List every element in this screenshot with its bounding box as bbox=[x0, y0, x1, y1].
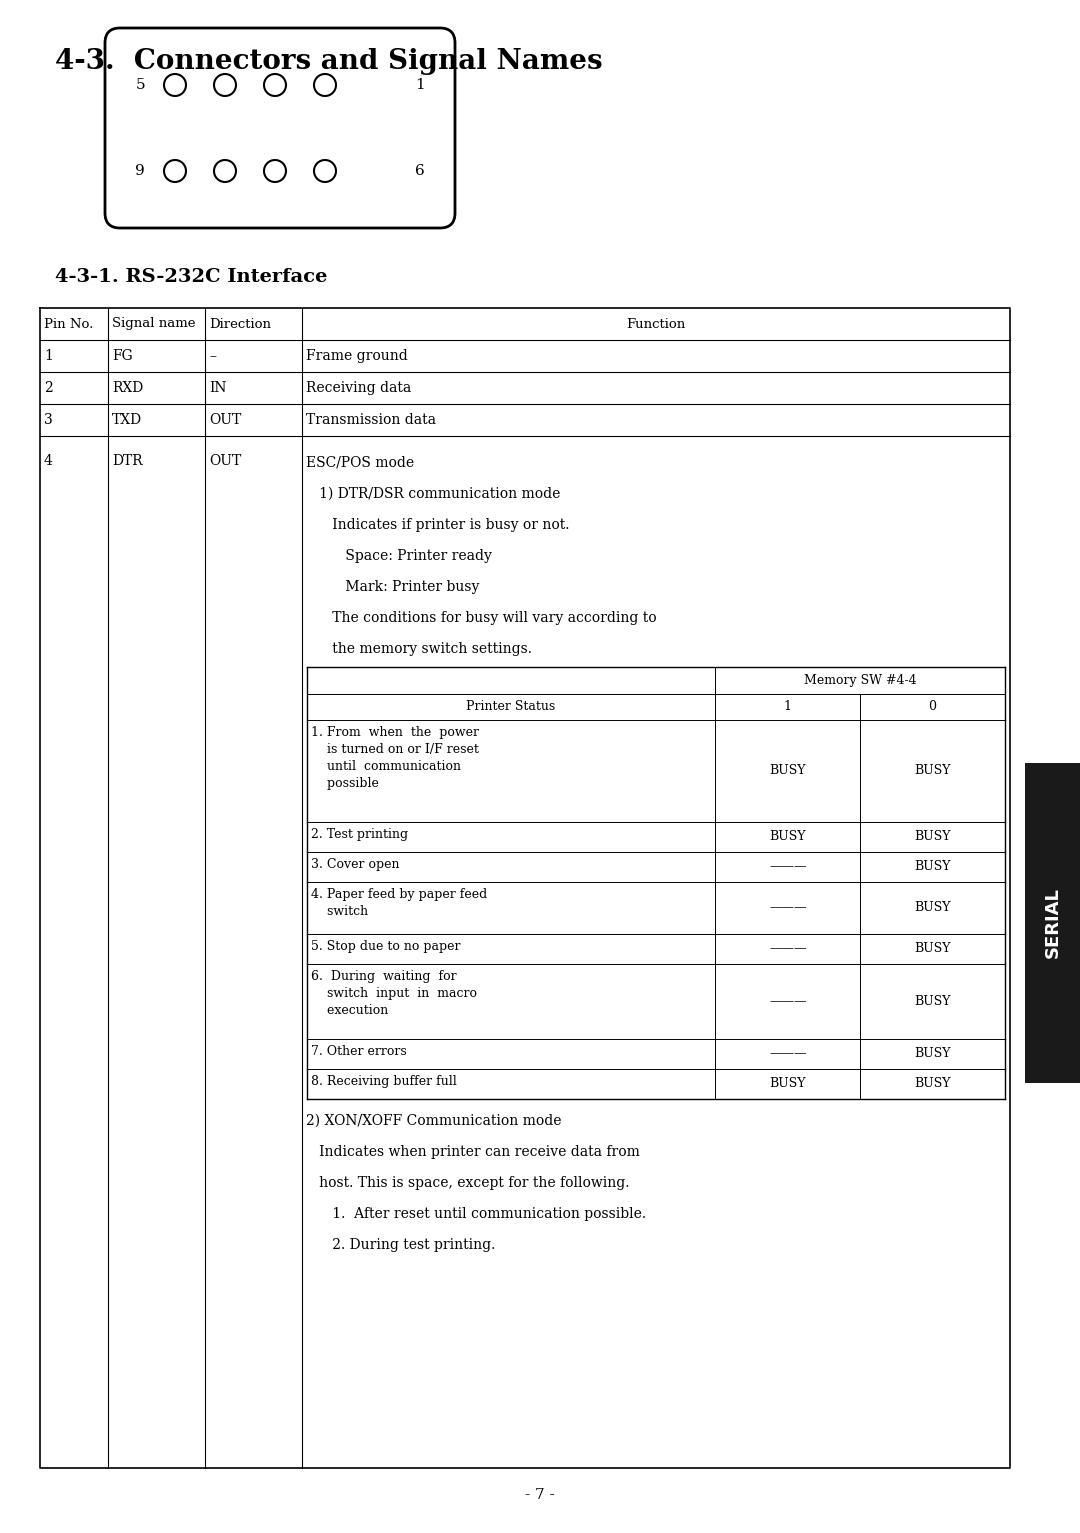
Text: BUSY: BUSY bbox=[769, 1078, 806, 1090]
Text: 4: 4 bbox=[44, 454, 53, 468]
Text: host. This is space, except for the following.: host. This is space, except for the foll… bbox=[306, 1176, 630, 1190]
Text: Function: Function bbox=[626, 317, 686, 331]
Text: SERIAL: SERIAL bbox=[1043, 888, 1062, 958]
Text: The conditions for busy will vary according to: The conditions for busy will vary accord… bbox=[306, 612, 657, 625]
Circle shape bbox=[164, 74, 186, 97]
Text: Printer Status: Printer Status bbox=[467, 701, 556, 713]
FancyBboxPatch shape bbox=[105, 28, 455, 228]
Text: 6.  During  waiting  for
    switch  input  in  macro
    execution: 6. During waiting for switch input in ma… bbox=[311, 970, 477, 1016]
Text: the memory switch settings.: the memory switch settings. bbox=[306, 642, 532, 656]
Circle shape bbox=[214, 159, 237, 182]
Circle shape bbox=[214, 74, 237, 97]
Circle shape bbox=[264, 74, 286, 97]
Text: BUSY: BUSY bbox=[915, 831, 950, 843]
Circle shape bbox=[164, 159, 186, 182]
Text: 2: 2 bbox=[44, 382, 53, 396]
Text: 3. Cover open: 3. Cover open bbox=[311, 858, 400, 871]
Text: 6: 6 bbox=[415, 164, 424, 178]
Text: 2) XON/XOFF Communication mode: 2) XON/XOFF Communication mode bbox=[306, 1114, 562, 1128]
Text: 4-3.  Connectors and Signal Names: 4-3. Connectors and Signal Names bbox=[55, 48, 603, 75]
Text: 3: 3 bbox=[44, 412, 53, 428]
Text: BUSY: BUSY bbox=[769, 831, 806, 843]
Text: - 7 -: - 7 - bbox=[525, 1489, 555, 1502]
Text: 1: 1 bbox=[784, 701, 792, 713]
Text: ———: ——— bbox=[769, 995, 807, 1007]
Text: ESC/POS mode: ESC/POS mode bbox=[306, 455, 414, 471]
Text: 2. During test printing.: 2. During test printing. bbox=[306, 1237, 496, 1252]
Text: 4-3-1. RS-232C Interface: 4-3-1. RS-232C Interface bbox=[55, 268, 327, 287]
Text: 1. From  when  the  power
    is turned on or I/F reset
    until  communication: 1. From when the power is turned on or I… bbox=[311, 725, 478, 789]
Text: 1) DTR/DSR communication mode: 1) DTR/DSR communication mode bbox=[306, 487, 561, 501]
Text: BUSY: BUSY bbox=[769, 765, 806, 777]
Text: BUSY: BUSY bbox=[915, 901, 950, 914]
Text: IN: IN bbox=[208, 382, 227, 396]
Text: FG: FG bbox=[112, 350, 133, 363]
Text: Pin No.: Pin No. bbox=[44, 317, 93, 331]
Text: Transmission data: Transmission data bbox=[306, 412, 436, 428]
Text: RXD: RXD bbox=[112, 382, 144, 396]
Text: ———: ——— bbox=[769, 901, 807, 914]
Text: OUT: OUT bbox=[208, 454, 241, 468]
Text: Space: Printer ready: Space: Printer ready bbox=[306, 549, 491, 563]
Text: DTR: DTR bbox=[112, 454, 143, 468]
Text: Frame ground: Frame ground bbox=[306, 350, 407, 363]
Text: 8. Receiving buffer full: 8. Receiving buffer full bbox=[311, 1075, 457, 1088]
Text: Indicates when printer can receive data from: Indicates when printer can receive data … bbox=[306, 1145, 639, 1159]
Text: BUSY: BUSY bbox=[915, 1078, 950, 1090]
Text: 1.  After reset until communication possible.: 1. After reset until communication possi… bbox=[306, 1206, 646, 1220]
FancyBboxPatch shape bbox=[1025, 763, 1080, 1082]
Text: TXD: TXD bbox=[112, 412, 143, 428]
Text: BUSY: BUSY bbox=[915, 765, 950, 777]
Text: 9: 9 bbox=[135, 164, 145, 178]
Text: Mark: Printer busy: Mark: Printer busy bbox=[306, 579, 480, 593]
Text: ———: ——— bbox=[769, 943, 807, 955]
Text: BUSY: BUSY bbox=[915, 860, 950, 874]
Circle shape bbox=[264, 159, 286, 182]
Text: 5. Stop due to no paper: 5. Stop due to no paper bbox=[311, 940, 460, 954]
Text: Memory SW #4-4: Memory SW #4-4 bbox=[804, 675, 917, 687]
Text: BUSY: BUSY bbox=[915, 1047, 950, 1061]
Text: Indicates if printer is busy or not.: Indicates if printer is busy or not. bbox=[306, 518, 569, 532]
Text: 7. Other errors: 7. Other errors bbox=[311, 1046, 407, 1058]
Text: Signal name: Signal name bbox=[112, 317, 195, 331]
Circle shape bbox=[314, 74, 336, 97]
Text: BUSY: BUSY bbox=[915, 943, 950, 955]
Text: ———: ——— bbox=[769, 860, 807, 874]
Text: 0: 0 bbox=[929, 701, 936, 713]
Text: 2. Test printing: 2. Test printing bbox=[311, 828, 408, 840]
Text: ———: ——— bbox=[769, 1047, 807, 1061]
Text: Direction: Direction bbox=[208, 317, 271, 331]
Circle shape bbox=[314, 159, 336, 182]
Text: Receiving data: Receiving data bbox=[306, 382, 411, 396]
Text: –: – bbox=[208, 350, 216, 363]
Text: BUSY: BUSY bbox=[915, 995, 950, 1007]
Text: 4. Paper feed by paper feed
    switch: 4. Paper feed by paper feed switch bbox=[311, 888, 487, 918]
Text: 1: 1 bbox=[44, 350, 53, 363]
Text: OUT: OUT bbox=[208, 412, 241, 428]
Text: 5: 5 bbox=[135, 78, 145, 92]
Text: 1: 1 bbox=[415, 78, 424, 92]
